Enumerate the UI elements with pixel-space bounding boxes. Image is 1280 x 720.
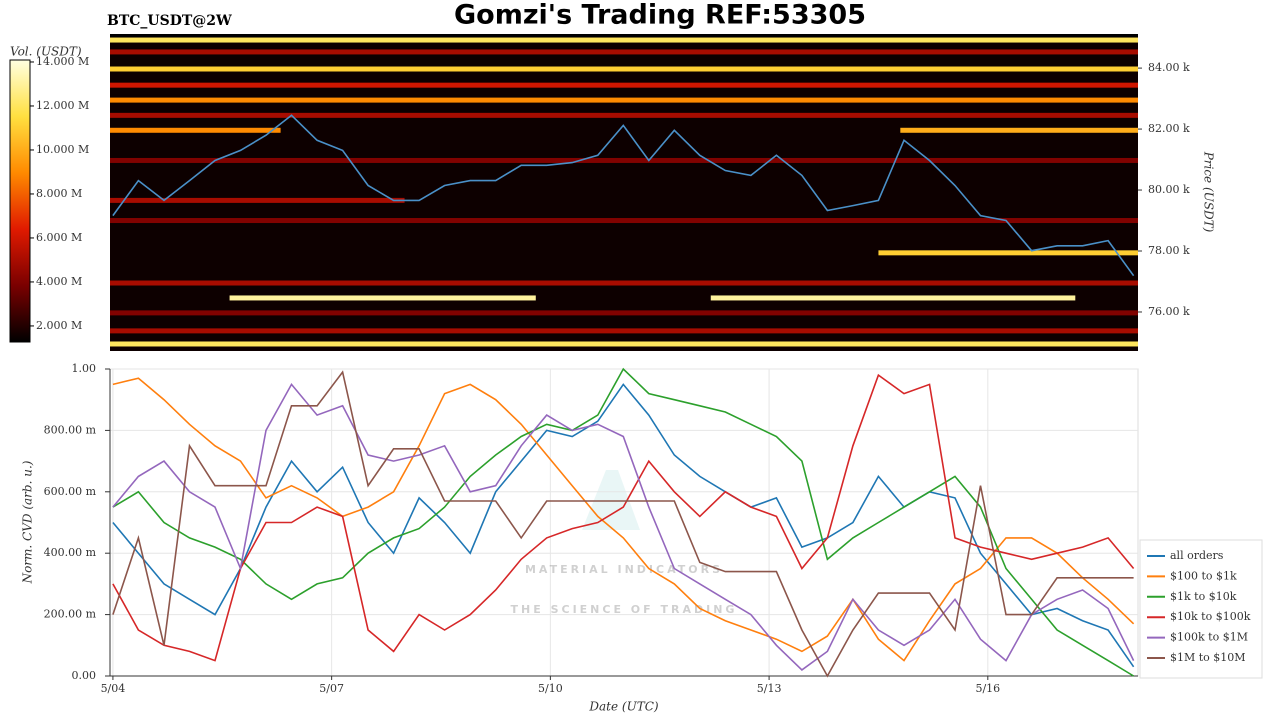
- y-axis-label: Norm. CVD (arb. u.): [21, 460, 35, 584]
- y2-tick-label: 80.00 k: [1148, 183, 1190, 196]
- y-tick-label: 800.00 m: [44, 423, 97, 436]
- frame: [110, 34, 1138, 37]
- colorbar-tick-label: 12.000 M: [36, 99, 89, 112]
- y-tick-label: 0.00: [72, 669, 97, 682]
- liquidity-level: [229, 295, 536, 301]
- y2-tick-label: 82.00 k: [1148, 122, 1190, 135]
- cvd-line: [112, 373, 1135, 662]
- liquidity-level: [110, 66, 1138, 72]
- legend-label: $100 to $1k: [1170, 569, 1237, 582]
- watermark: THE SCIENCE OF TRADING: [511, 603, 738, 616]
- x-tick-label: 5/07: [319, 682, 344, 695]
- legend-label: $100k to $1M: [1170, 631, 1248, 644]
- liquidity-level: [110, 328, 1138, 334]
- watermark: MATERIAL INDICATORS: [525, 563, 723, 576]
- y-tick-label: 200.00 m: [44, 608, 97, 621]
- x-tick-label: 5/13: [757, 682, 782, 695]
- x-axis-label: Date (UTC): [588, 700, 658, 714]
- colorbar-tick-label: 4.000 M: [36, 275, 82, 288]
- y-tick-label: 400.00 m: [44, 546, 97, 559]
- y2-tick-label: 84.00 k: [1148, 61, 1190, 74]
- cvd-line: [112, 370, 1134, 678]
- colorbar-tick-label: 8.000 M: [36, 187, 82, 200]
- liquidity-level: [110, 37, 1138, 43]
- cvd-line: [112, 382, 1135, 671]
- liquidity-level: [110, 310, 1138, 316]
- y2-tick-label: 76.00 k: [1148, 305, 1190, 318]
- colorbar: [9, 59, 31, 343]
- cvd-line: [112, 367, 1135, 677]
- liquidity-level: [110, 341, 1138, 347]
- cvd-line: [112, 383, 1135, 668]
- legend-label: $1k to $10k: [1170, 590, 1237, 603]
- liquidity-level: [110, 49, 1138, 55]
- liquidity-level: [710, 295, 1076, 301]
- page-title: Gomzi's Trading REF:53305: [454, 0, 866, 31]
- colorbar-tick-label: 10.000 M: [36, 143, 89, 156]
- colorbar-tick-label: 14.000 M: [36, 55, 89, 68]
- x-tick-label: 5/10: [538, 682, 563, 695]
- liquidity-level: [110, 82, 1138, 88]
- y2-axis-label: Price (USDT): [1202, 151, 1216, 233]
- liquidity-level: [110, 112, 1138, 118]
- colorbar-label: Vol. (USDT): [10, 45, 82, 59]
- y-tick-label: 1.00: [72, 362, 97, 375]
- x-tick-label: 5/04: [101, 682, 126, 695]
- liquidity-level: [110, 97, 1138, 103]
- liquidity-level: [110, 218, 1138, 224]
- price-line: [112, 114, 1135, 277]
- legend-label: all orders: [1170, 549, 1224, 562]
- liquidity-level: [900, 127, 1138, 133]
- legend: [1139, 539, 1263, 679]
- legend-label: $1M to $10M: [1170, 651, 1246, 664]
- colorbar-tick-label: 2.000 M: [36, 319, 82, 332]
- liquidity-level: [110, 197, 405, 203]
- colorbar-tick-label: 6.000 M: [36, 231, 82, 244]
- liquidity-level: [878, 250, 1138, 256]
- x-tick-label: 5/16: [975, 682, 1000, 695]
- symbol-label: BTC_USDT@2W: [107, 13, 232, 29]
- y-tick-label: 600.00 m: [44, 485, 97, 498]
- legend-label: $10k to $100k: [1170, 610, 1251, 623]
- y2-tick-label: 78.00 k: [1148, 244, 1190, 257]
- liquidity-level: [110, 157, 1138, 163]
- liquidity-level: [110, 280, 1138, 286]
- liquidity-level: [110, 127, 281, 133]
